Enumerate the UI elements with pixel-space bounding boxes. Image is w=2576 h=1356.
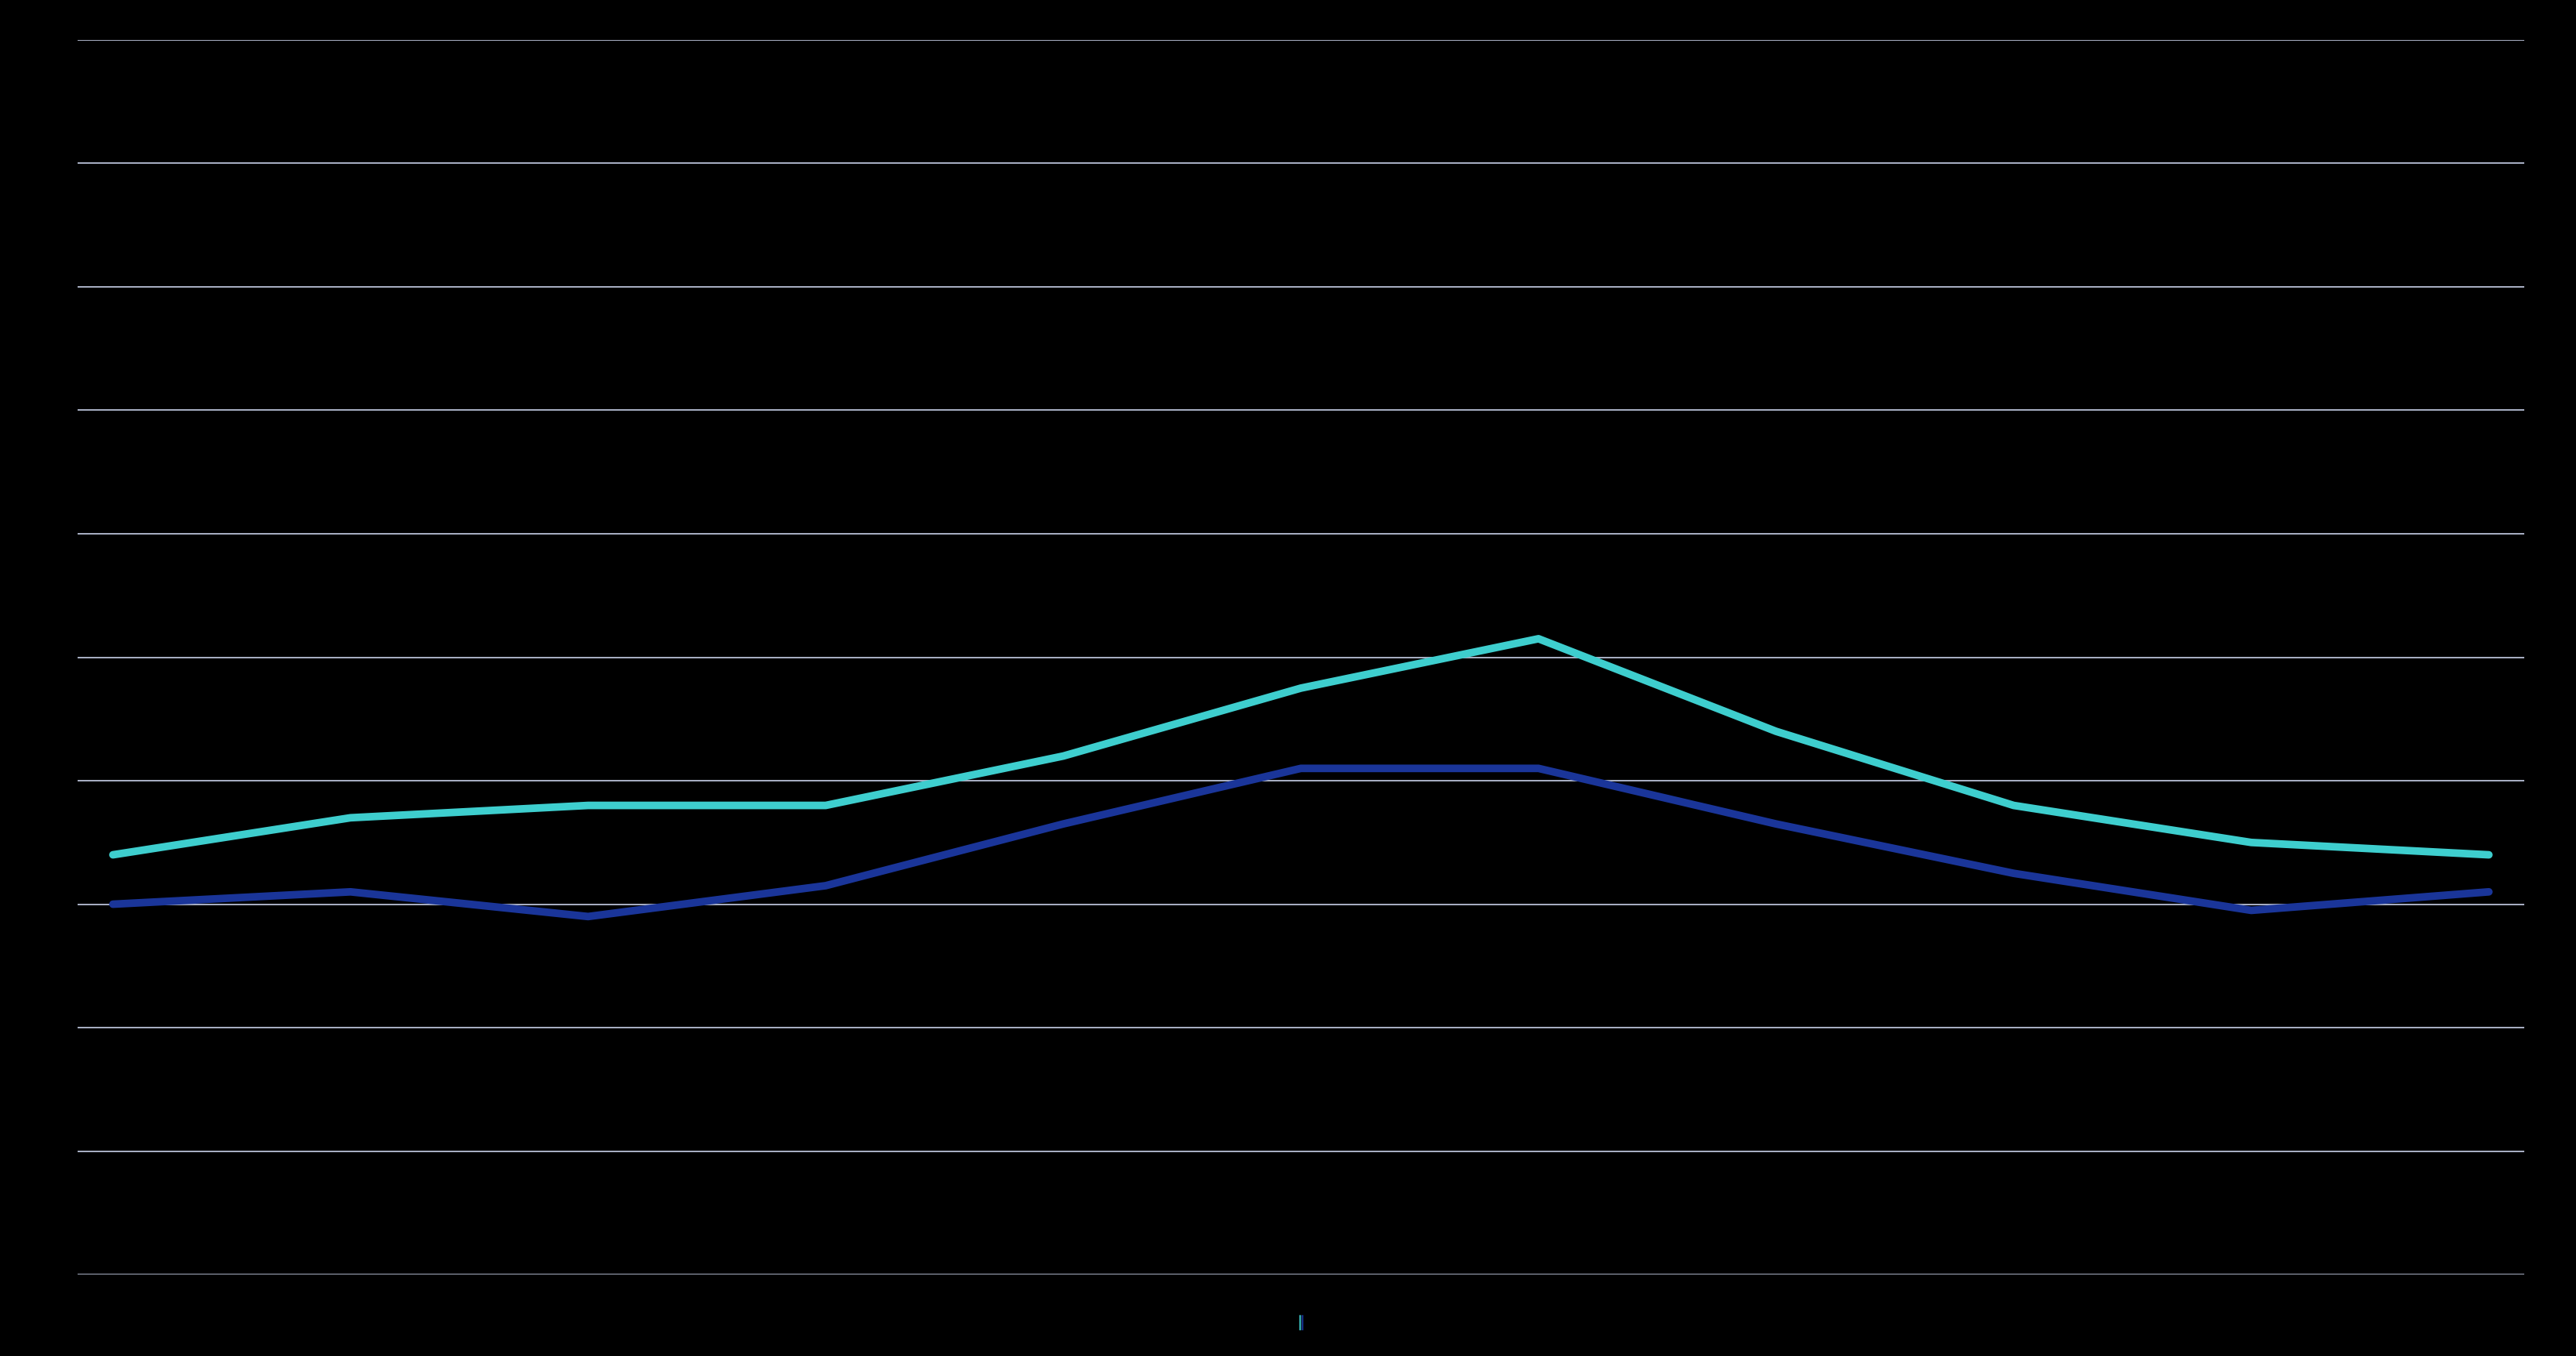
- Legend: , : ,: [1298, 1322, 1303, 1323]
